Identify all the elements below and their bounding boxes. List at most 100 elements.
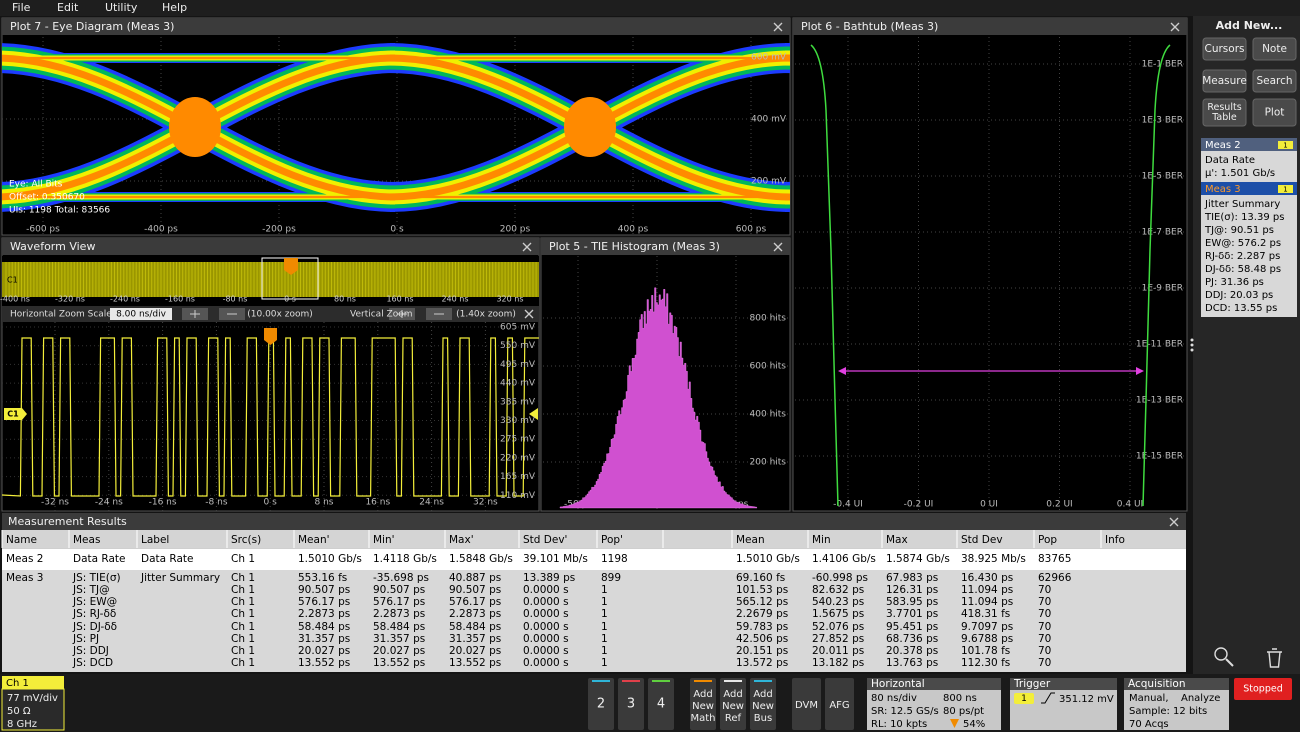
button-label: New [752,701,774,712]
sidebar-title: Add New... [1216,19,1283,32]
y-tick-label: 1E-11 BER [1136,340,1183,350]
close-icon [1169,517,1179,527]
table-cell: 2.2679 ps [736,608,788,620]
column-header: Pop [1038,534,1057,546]
add-new-button[interactable] [1202,98,1247,127]
table-cell: 1 [601,645,608,657]
trash-icon[interactable] [1267,648,1282,668]
horizontal-setting: 80 ps/pt [943,706,984,717]
zoom-value: 8.00 ns/div [116,310,167,320]
x-tick-label: -80 ns [223,295,248,304]
column-header: Max [886,534,908,546]
meas-card-line: TJ@: 90.51 ps [1204,225,1274,236]
table-cell: 70 [1038,657,1051,669]
add-new-button[interactable] [1252,98,1297,127]
settings-title: Trigger [1013,678,1051,690]
table-cell: 70 [1038,645,1051,657]
menu-item[interactable]: Help [162,1,187,14]
y-tick-label: 200 hits [750,458,787,468]
menu-item[interactable]: Utility [105,1,138,14]
table-cell: JS: EW@ [72,596,117,608]
channel-badge[interactable] [2,676,64,689]
menu-item[interactable]: Edit [57,1,79,14]
add-new-button[interactable] [1252,37,1297,61]
table-cell: 0.0000 s [523,596,569,608]
column-header: Min [812,534,831,546]
channel-button[interactable] [618,678,644,730]
meas-badge-header[interactable] [1201,182,1297,195]
y-tick-label: 440 mV [500,379,536,389]
menu-bar [0,0,1300,16]
y-tick-label: 220 mV [500,453,536,463]
add-new-button[interactable] [1252,69,1297,93]
tool-button[interactable] [792,678,821,730]
y-tick-label: 1E-7 BER [1142,228,1183,238]
panel-title: Measurement Results [8,515,127,528]
y-tick-label: 400 hits [750,410,787,420]
table-cell: 13.182 ps [812,657,864,669]
add-new-button[interactable] [1202,37,1247,61]
x-tick-label: 320 ns [496,295,523,304]
add-new-button[interactable] [690,678,716,730]
table-cell: 31.357 ps [298,633,350,645]
table-cell: 13.389 ps [523,572,575,584]
table-cell: Ch 1 [231,657,255,669]
eye-info: Eye: All Bits [9,180,63,190]
table-cell: 1.5010 Gb/s [298,553,362,565]
add-new-button[interactable] [1202,69,1247,93]
trigger-marker [264,328,277,345]
table-cell: 0.0000 s [523,621,569,633]
channel-setting: 8 GHz [7,719,37,730]
horizontal-setting: 54% [963,719,985,730]
overview-band [2,262,539,297]
channel-button-label: 4 [657,697,665,712]
table-cell: 1 [601,596,608,608]
settings-box-header [1010,678,1117,690]
run-stop-button[interactable] [1234,678,1292,700]
table-cell: 13.572 ps [736,657,788,669]
table-cell: 1 [601,608,608,620]
x-tick-label: -16 ns [149,498,177,508]
channel-button[interactable] [648,678,674,730]
table-cell: 20.027 ps [373,645,425,657]
table-cell: Jitter Summary [140,572,220,584]
table-cell: Ch 1 [231,572,255,584]
trigger-source-badge [1014,693,1034,704]
panel-title-bar [2,513,1186,530]
x-tick-label: 24 ns [419,498,444,508]
table-cell: -60.998 ps [812,572,868,584]
x-tick-label: -400 ps [144,225,178,235]
channel-label: C1 [7,276,18,285]
tool-button[interactable] [825,678,854,730]
table-cell: 540.23 ps [812,596,864,608]
acquisition-setting: 70 Acqs [1129,719,1169,730]
add-new-button[interactable] [720,678,746,730]
zoom-tool-icon[interactable] [1214,647,1228,661]
channel-box[interactable] [1,688,65,731]
meas-card-line: RJ-δδ: 2.287 ps [1205,251,1280,262]
meas-badge-header[interactable] [1201,138,1297,151]
table-cell: 0.0000 s [523,608,569,620]
zoom-waveform [2,322,539,511]
meas-card [1201,195,1297,317]
menu-item[interactable]: File [12,1,31,14]
close-icon [524,309,534,319]
zoom-factor: (10.00x zoom) [247,310,312,320]
close-icon [773,22,783,32]
column-header: Label [141,534,169,546]
source-badge [1278,185,1293,193]
x-tick-label: 8 ns [315,498,334,508]
column-header: Max' [449,534,474,546]
x-tick-label: 0 s [284,295,296,304]
table-cell: 1 [601,584,608,596]
trigger-level: 351.12 mV [1059,694,1114,705]
table-cell: 9.7097 ps [961,621,1013,633]
channel-name: Ch 1 [6,678,29,689]
x-tick-label: -32 ns [41,498,69,508]
column-header: Std Dev [961,534,1003,546]
table-cell: 126.31 ps [886,584,938,596]
table-cell: 20.378 ps [886,645,938,657]
channel-button[interactable] [588,678,614,730]
close-icon [522,242,532,252]
add-new-button[interactable] [750,678,776,730]
